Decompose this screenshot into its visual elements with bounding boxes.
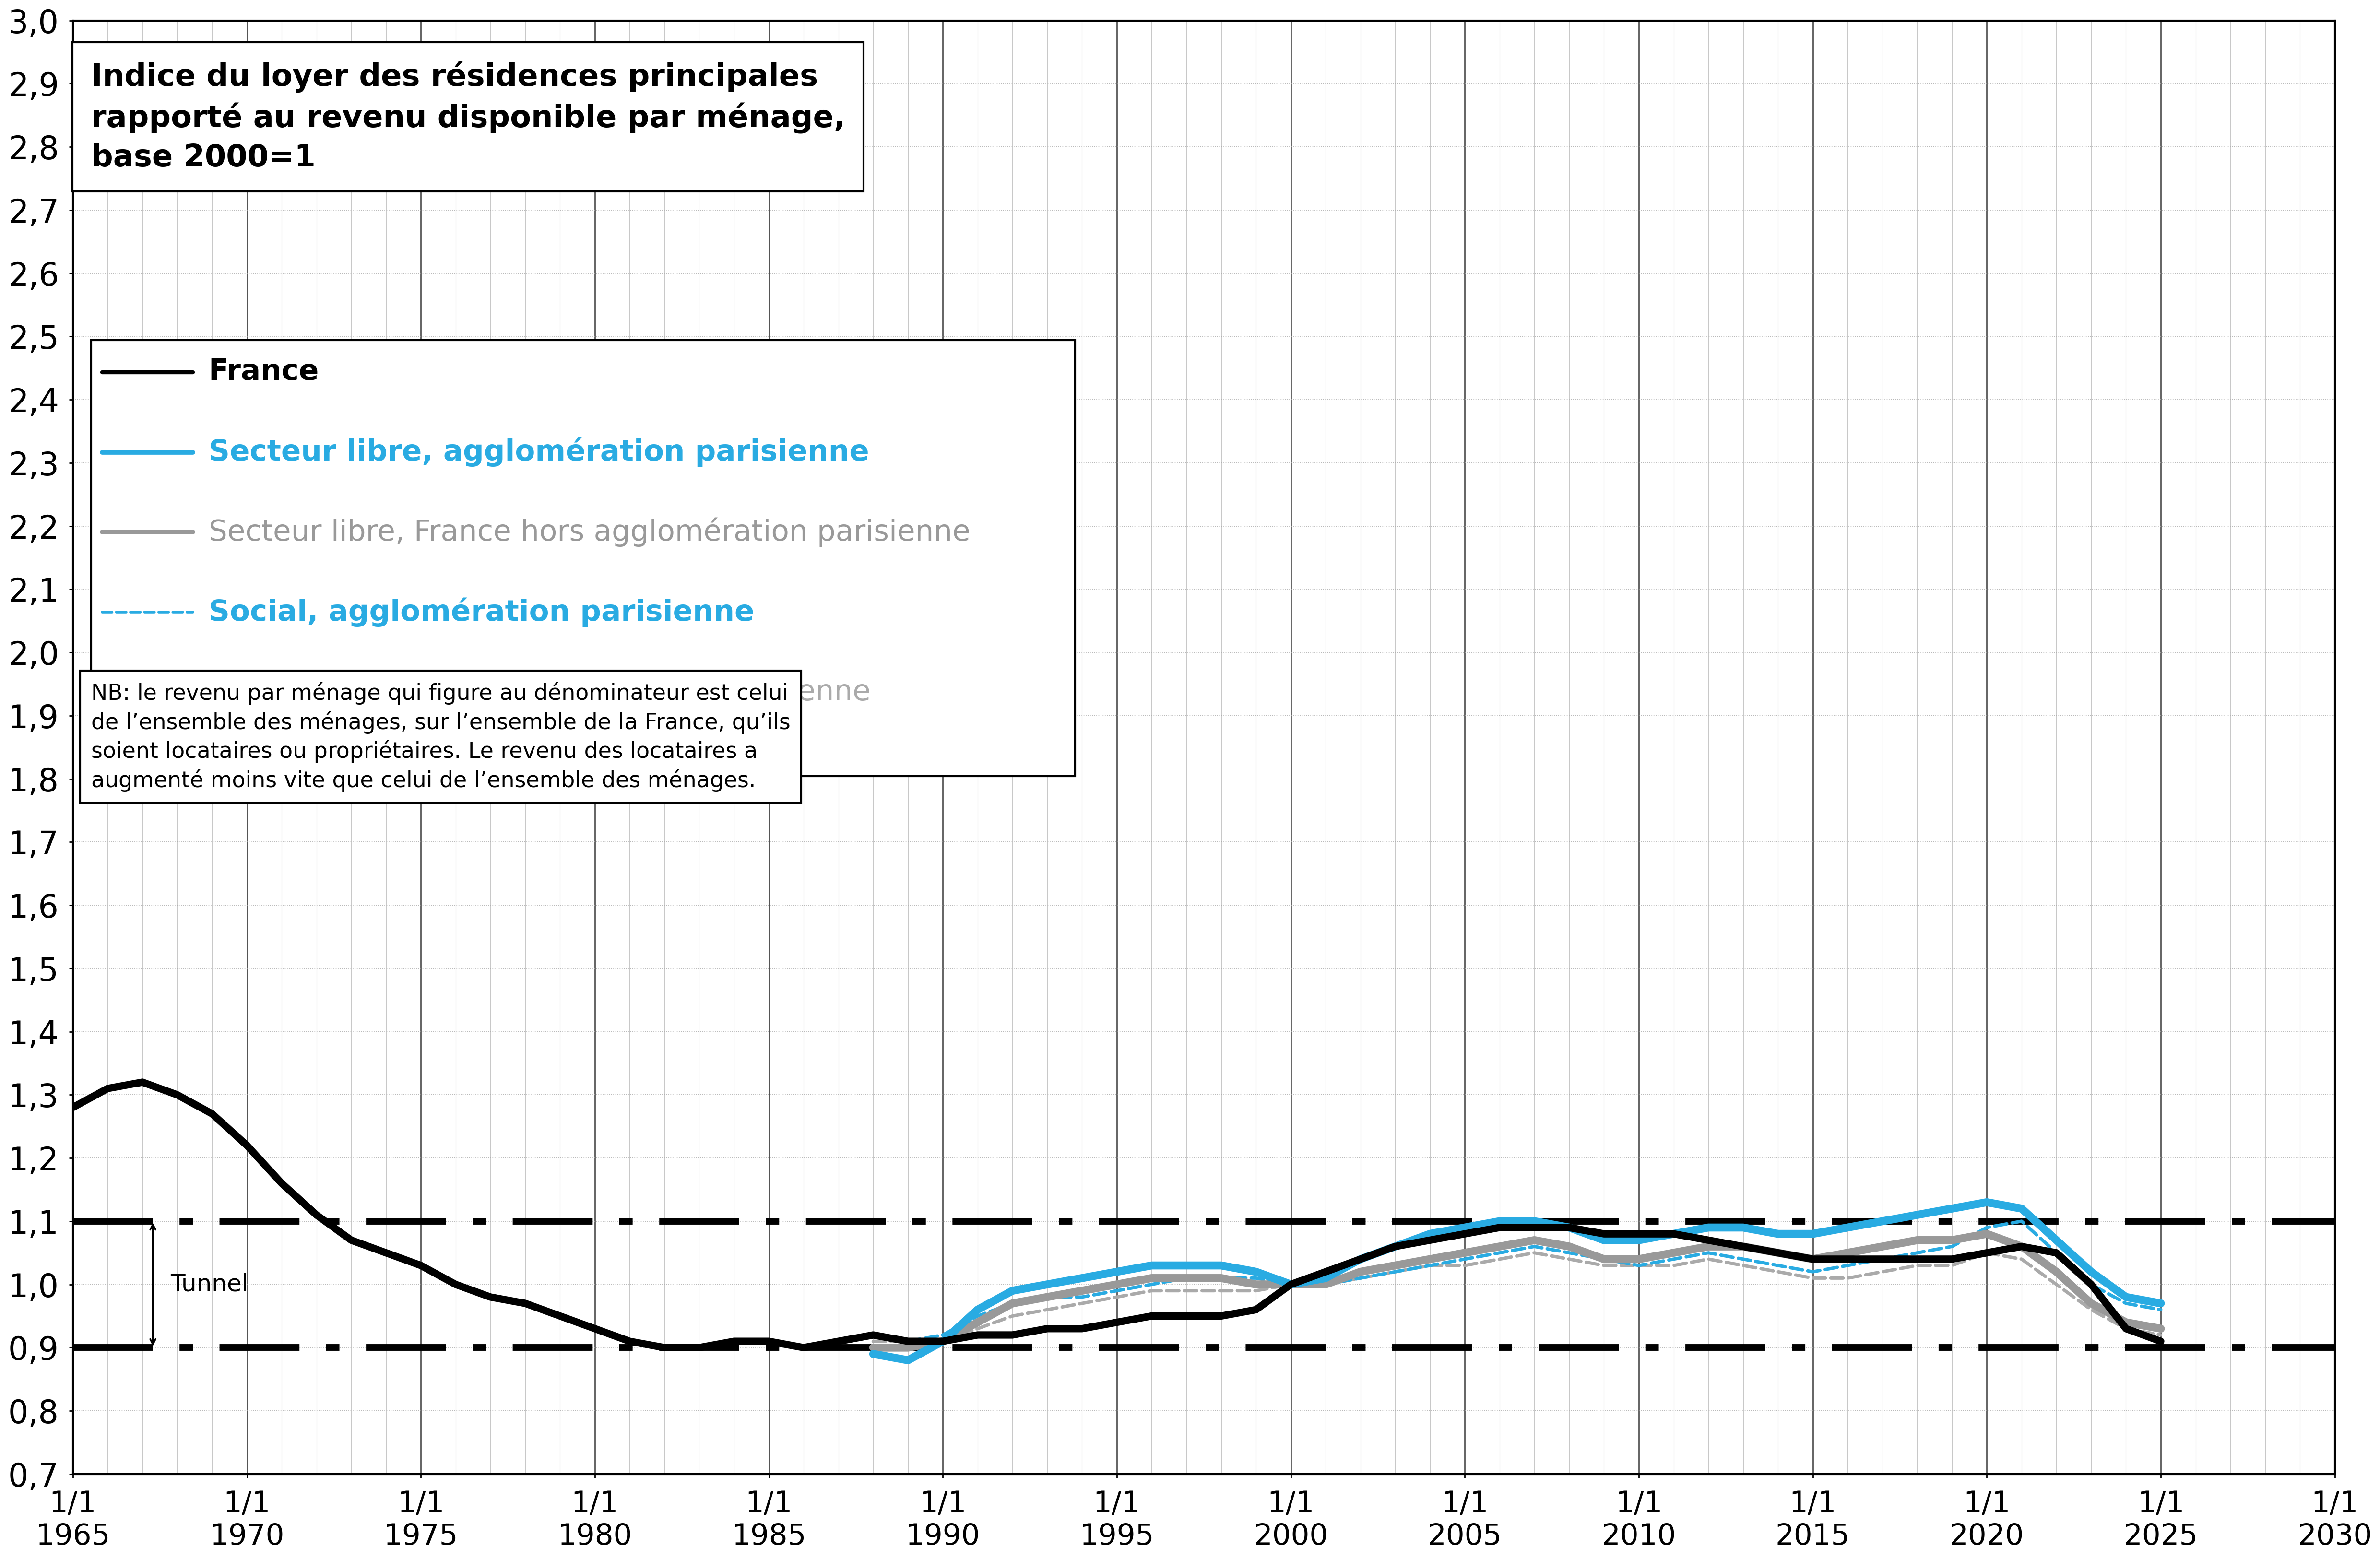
Text: France: France xyxy=(209,359,319,387)
Text: Tunnel: Tunnel xyxy=(171,1272,248,1296)
Text: Secteur libre, France hors agglomération parisienne: Secteur libre, France hors agglomération… xyxy=(209,518,971,547)
Text: Social, agglomération parisienne: Social, agglomération parisienne xyxy=(209,597,754,627)
Text: NB: le revenu par ménage qui figure au dénominateur est celui
de l’ensemble des : NB: le revenu par ménage qui figure au d… xyxy=(90,681,790,792)
Text: Indice du loyer des résidences principales
rapporté au revenu disponible par mén: Indice du loyer des résidences principal… xyxy=(90,61,845,173)
FancyBboxPatch shape xyxy=(90,340,1076,776)
Text: Social, France hors agglomération parisienne: Social, France hors agglomération parisi… xyxy=(209,677,871,706)
Text: Secteur libre, agglomération parisienne: Secteur libre, agglomération parisienne xyxy=(209,438,869,466)
